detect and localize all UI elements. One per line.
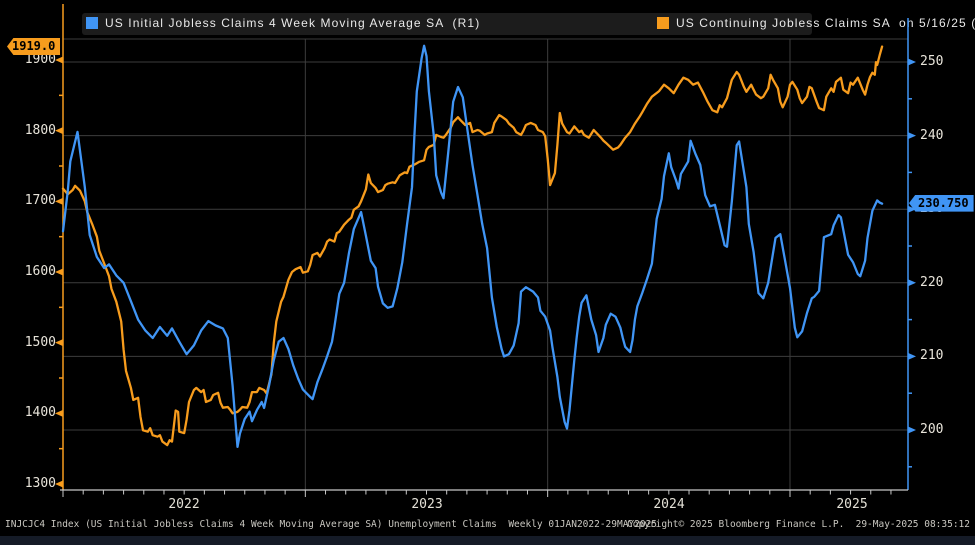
- series-line-right: [61, 44, 884, 449]
- x-axis-year-label: 2024: [653, 497, 685, 512]
- left-axis-tick-label: 1900: [24, 52, 56, 67]
- left-axis-major-tick: [55, 409, 63, 417]
- left-axis-major-tick: [55, 56, 63, 64]
- orange-series-swatch-icon: [657, 17, 669, 29]
- series-line-left: [61, 45, 884, 447]
- left-axis-major-tick: [55, 127, 63, 135]
- plot-area[interactable]: [63, 39, 908, 490]
- right-axis-tick-label: 220: [920, 274, 944, 290]
- left-axis-tick-label: 1500: [24, 334, 56, 350]
- footer-bar: INJCJC4 Index (US Initial Jobless Claims…: [0, 516, 975, 535]
- footer-security-description: INJCJC4 Index (US Initial Jobless Claims…: [5, 519, 658, 530]
- left-axis-tick-label: 1400: [24, 405, 56, 421]
- last-value-tag-initial: 230.750: [909, 194, 974, 212]
- right-axis-tick-label: 200: [920, 422, 944, 437]
- right-axis-major-tick: [908, 58, 916, 66]
- left-axis-major-tick: [55, 480, 63, 488]
- right-axis-major-tick: [908, 426, 916, 434]
- left-axis-major-tick: [55, 268, 63, 276]
- legend-label-continuing-claims: US Continuing Jobless Claims SA on 5/16/…: [676, 16, 975, 30]
- legend-item-initial-claims[interactable]: US Initial Jobless Claims 4 Week Moving …: [86, 16, 480, 30]
- right-axis-tick-label: 250: [920, 54, 944, 69]
- legend-bar: [82, 13, 812, 35]
- legend-item-continuing-claims[interactable]: US Continuing Jobless Claims SA on 5/16/…: [657, 16, 975, 30]
- right-axis-major-tick: [908, 279, 916, 287]
- last-value-tag-continuing: 1919.0: [7, 38, 61, 55]
- left-axis-tick-label: 1300: [24, 476, 56, 491]
- right-axis-major-tick: [908, 205, 916, 213]
- left-axis-major-tick: [55, 197, 63, 205]
- left-axis-tick-label: 1600: [24, 264, 56, 279]
- blue-series-swatch-icon: [86, 17, 98, 29]
- right-axis-tick-label: 240: [920, 127, 944, 143]
- x-axis-year-label: 2025: [836, 497, 868, 512]
- right-axis-major-tick: [908, 352, 916, 360]
- x-axis-year-label: 2022: [168, 497, 200, 512]
- right-axis-tick-label: 210: [920, 348, 944, 364]
- left-axis-tick-label: 1800: [24, 122, 56, 138]
- footer-copyright: Copyright© 2025 Bloomberg Finance L.P.: [627, 519, 845, 530]
- right-axis-major-tick: [908, 132, 916, 140]
- left-axis-tick-label: 1700: [24, 193, 56, 209]
- left-axis-major-tick: [55, 339, 63, 347]
- bottom-taskbar-strip: [0, 536, 975, 545]
- footer-timestamp: 29-May-2025 08:35:12: [855, 519, 970, 530]
- legend-label-initial-claims: US Initial Jobless Claims 4 Week Moving …: [105, 16, 481, 30]
- x-axis-year-label: 2023: [411, 497, 443, 512]
